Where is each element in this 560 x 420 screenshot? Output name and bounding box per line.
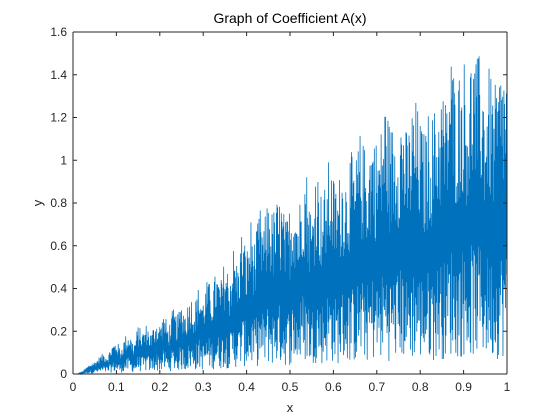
- x-axis-label: x: [287, 400, 294, 415]
- x-tick-label: 0: [70, 380, 77, 394]
- series-layer: [73, 56, 508, 376]
- x-tick-label: 0.9: [455, 380, 472, 394]
- x-tick-label: 0.8: [412, 380, 429, 394]
- series-line: [73, 56, 508, 376]
- y-ticks: 0 0.2 0.4 0.6 0.8 1 1.2 1.4 1.6: [50, 25, 507, 381]
- x-tick-label: 0.5: [282, 380, 299, 394]
- x-tick-label: 0.4: [238, 380, 255, 394]
- y-tick-label: 0.6: [50, 239, 67, 253]
- y-tick-label: 0: [60, 367, 67, 381]
- x-tick-label: 1: [504, 380, 511, 394]
- x-tick-label: 0.6: [325, 380, 342, 394]
- y-tick-label: 1.2: [50, 111, 67, 125]
- y-tick-label: 1: [60, 153, 67, 167]
- y-tick-label: 1.4: [50, 68, 67, 82]
- y-tick-label: 0.4: [50, 282, 67, 296]
- y-tick-label: 1.6: [50, 25, 67, 39]
- y-tick-label: 0.2: [50, 324, 67, 338]
- y-tick-label: 0.8: [50, 196, 67, 210]
- chart-title: Graph of Coefficient A(x): [213, 10, 366, 26]
- x-tick-label: 0.7: [368, 380, 385, 394]
- x-ticks: 0 0.1 0.2 0.3 0.4 0.5 0.6 0.7 0.8 0.9 1: [70, 32, 511, 394]
- x-tick-label: 0.3: [195, 380, 212, 394]
- x-tick-label: 0.1: [108, 380, 125, 394]
- x-tick-label: 0.2: [151, 380, 168, 394]
- y-axis-label: y: [30, 199, 45, 206]
